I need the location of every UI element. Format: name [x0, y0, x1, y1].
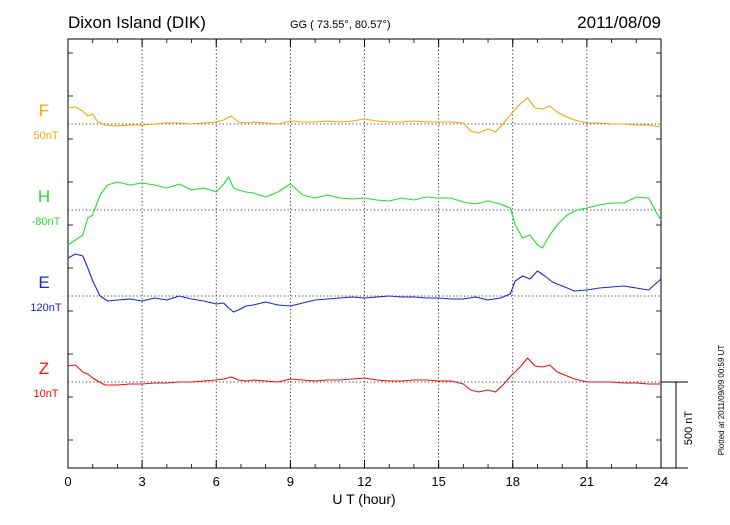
- series-baseline-label-F: 50nT: [33, 130, 58, 142]
- x-tick-label-15: 15: [431, 474, 445, 489]
- series-line-H: [67, 176, 662, 249]
- x-tick-label-3: 3: [139, 474, 146, 489]
- x-tick-label-9: 9: [287, 474, 294, 489]
- x-tick-label-24: 24: [654, 474, 668, 489]
- x-tick-label-0: 0: [64, 474, 71, 489]
- x-axis-label: U T (hour): [332, 491, 395, 507]
- series-baseline-label-E: 120nT: [30, 302, 61, 314]
- series-baseline-label-H: -80nT: [32, 216, 61, 228]
- chart-title: Dixon Island (DIK): [68, 13, 206, 32]
- series-name-E: E: [38, 273, 49, 292]
- series-name-H: H: [38, 187, 50, 206]
- series-line-Z: [67, 357, 661, 393]
- plotted-note: Plotted at 2011/09/09 00:59 UT: [717, 345, 726, 456]
- x-tick-label-21: 21: [580, 474, 594, 489]
- chart-date: 2011/08/09: [577, 13, 661, 32]
- series-line-F: [67, 97, 662, 134]
- chart-subtitle: GG ( 73.55°, 80.57°): [290, 19, 391, 31]
- scale-bar-label: 500 nT: [683, 411, 695, 446]
- x-tick-label-12: 12: [357, 474, 371, 489]
- series-baseline-label-Z: 10nT: [33, 388, 58, 400]
- series-line-E: [67, 253, 662, 313]
- series-name-Z: Z: [39, 359, 49, 378]
- x-tick-label-6: 6: [213, 474, 220, 489]
- x-tick-label-18: 18: [506, 474, 520, 489]
- series-name-F: F: [39, 101, 49, 120]
